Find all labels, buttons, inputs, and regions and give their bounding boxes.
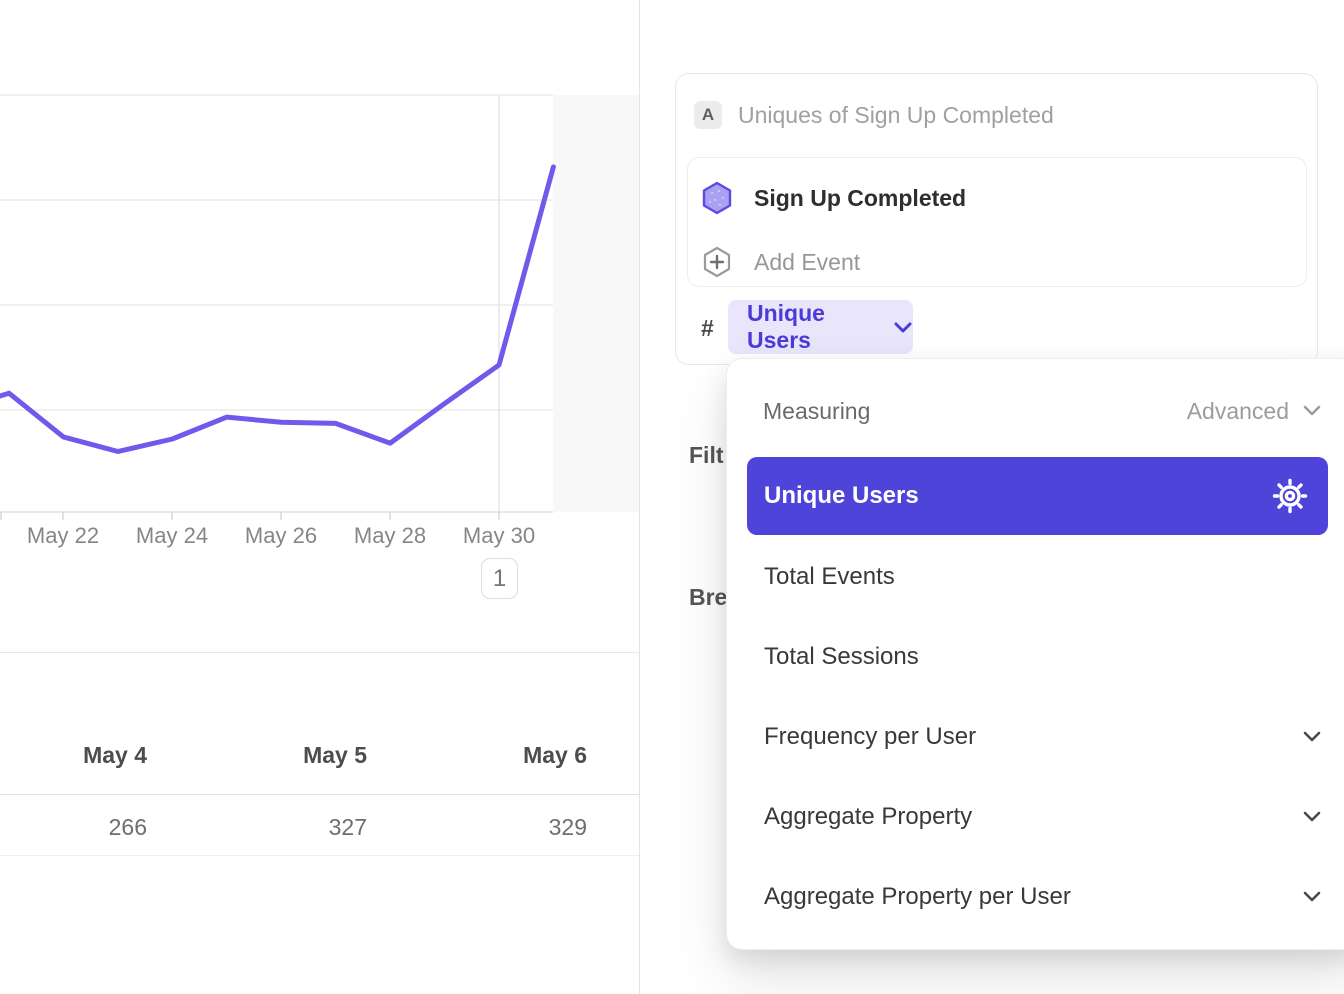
measurement-selector-label: Unique Users — [747, 300, 825, 353]
add-event-button[interactable]: Add Event — [688, 230, 1306, 294]
breakdown-section-label: Bre — [689, 584, 728, 610]
menu-item-frequency-per-user[interactable]: Frequency per User — [727, 697, 1344, 777]
metric-card: A Uniques of Sign Up Completed Sign Up C… — [675, 73, 1318, 365]
menu-item-label: Aggregate Property — [764, 803, 973, 830]
table-row-border — [0, 855, 639, 856]
menu-item-total-events[interactable]: Total Events — [727, 537, 1344, 617]
filter-section-label: Filt — [689, 442, 724, 468]
measuring-header-label: Measuring — [763, 397, 871, 424]
selected-option-label: Unique Users — [764, 482, 919, 509]
metric-letter-badge: A — [694, 101, 722, 129]
chevron-down-icon — [1301, 810, 1323, 824]
metric-title: Uniques of Sign Up Completed — [738, 102, 1054, 128]
svg-text:May 30: May 30 — [463, 523, 535, 548]
event-list-card: Sign Up Completed Add Event — [687, 157, 1307, 287]
menu-item-label: Total Events — [764, 563, 895, 590]
svg-text:May 22: May 22 — [27, 523, 99, 548]
table-header-may5: May 5 — [303, 742, 367, 768]
advanced-mode-label: Advanced — [1186, 397, 1289, 424]
measuring-dropdown-header: Measuring Advanced — [763, 395, 1323, 427]
menu-item-total-sessions[interactable]: Total Sessions — [727, 617, 1344, 697]
chevron-down-icon — [1301, 730, 1323, 744]
table-header-may4: May 4 — [83, 742, 147, 768]
menu-item-label: Frequency per User — [764, 723, 977, 750]
chevron-down-icon — [1301, 890, 1323, 904]
chevron-down-icon — [893, 321, 913, 334]
table-value-may6: 329 — [548, 814, 587, 840]
menu-item-unique-users-selected[interactable]: Unique Users — [747, 457, 1328, 535]
chevron-down-icon — [1301, 404, 1323, 418]
event-row-sign-up-completed[interactable]: Sign Up Completed — [688, 166, 1306, 230]
pagination-badge[interactable]: 1 — [481, 558, 518, 599]
add-event-label: Add Event — [754, 248, 861, 275]
panel-divider — [639, 0, 640, 994]
measuring-dropdown-menu: Measuring Advanced Unique Users — [726, 358, 1344, 950]
measurement-hash-symbol: # — [701, 315, 714, 341]
event-hexagon-icon — [701, 181, 733, 215]
svg-text:May 24: May 24 — [136, 523, 208, 548]
event-name-label: Sign Up Completed — [754, 184, 967, 211]
chart-panel: May 22 May 24 May 26 May 28 May 30 1 May 4 M… — [0, 0, 639, 994]
line-chart: May 22 May 24 May 26 May 28 May 30 — [0, 94, 639, 548]
table-top-divider — [0, 652, 639, 653]
menu-item-aggregate-property[interactable]: Aggregate Property — [727, 777, 1344, 857]
menu-item-label: Total Sessions — [764, 643, 919, 670]
svg-text:May 26: May 26 — [245, 523, 317, 548]
table-header-may6: May 6 — [523, 742, 587, 768]
gear-icon[interactable] — [1270, 476, 1310, 516]
advanced-mode-selector[interactable]: Advanced — [1187, 398, 1323, 425]
add-event-icon — [701, 245, 733, 279]
svg-text:May 28: May 28 — [354, 523, 426, 548]
table-header-border — [0, 794, 639, 795]
table-value-may4: 266 — [108, 814, 147, 840]
menu-item-label: Aggregate Property per User — [764, 883, 1071, 910]
menu-item-aggregate-property-per-user[interactable]: Aggregate Property per User — [727, 857, 1344, 937]
table-value-may5: 327 — [328, 814, 367, 840]
measurement-selector-pill[interactable]: Unique Users — [728, 300, 913, 354]
